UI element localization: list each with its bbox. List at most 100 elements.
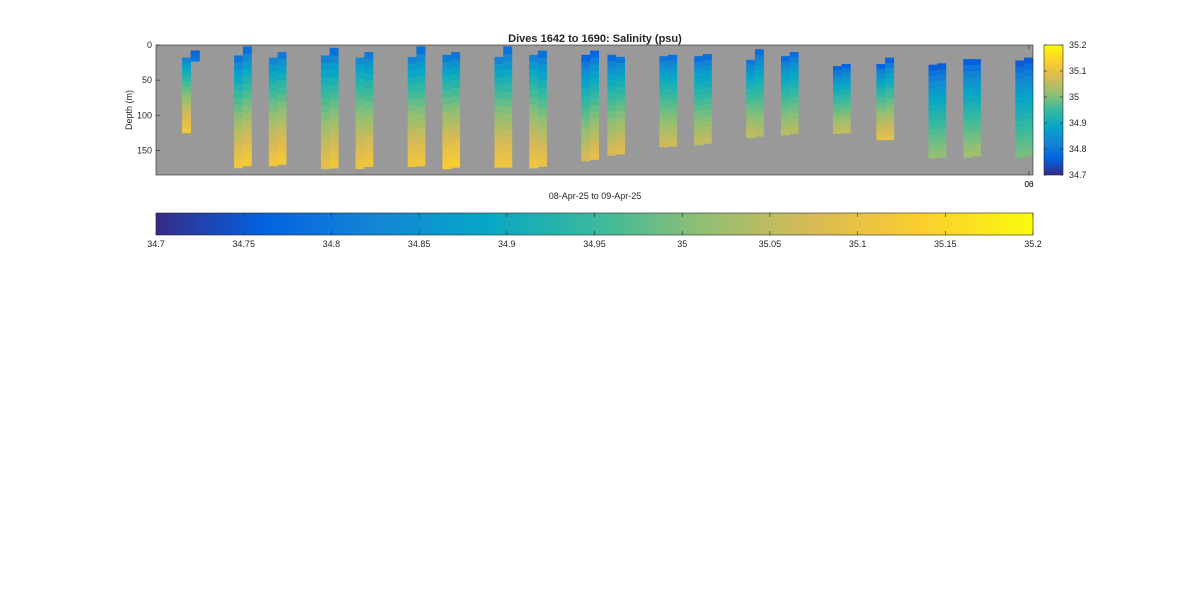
profile-cell: [537, 57, 547, 66]
profile-cell: [1015, 108, 1025, 116]
profile-cell: [702, 70, 712, 77]
profile-cell: [320, 83, 330, 92]
profile-cell: [833, 82, 842, 88]
profile-cell: [746, 93, 756, 100]
profile-cell: [694, 139, 704, 146]
profile-cell: [494, 91, 504, 99]
profile-cell: [841, 119, 851, 125]
profile-cell: [277, 115, 287, 123]
profile-cell: [833, 104, 842, 109]
profile-cell: [451, 80, 461, 89]
profile-cell: [963, 89, 973, 97]
profile-cell: [442, 83, 452, 91]
profile-cell: [702, 93, 712, 100]
bottom-colorbar-tick-label: 35.2: [1024, 239, 1042, 249]
profile-columns: [182, 46, 1033, 170]
profile-cell: [789, 62, 799, 68]
profile-cell: [407, 56, 417, 65]
profile-cell: [668, 123, 678, 130]
profile-cell: [702, 65, 712, 72]
profile-cell: [503, 137, 513, 146]
profile-cell: [451, 95, 461, 103]
profile-cell: [1015, 102, 1025, 110]
profile-cell: [781, 105, 790, 111]
profile-cell: [937, 122, 947, 129]
profile-cell: [242, 128, 252, 137]
profile-cell: [702, 59, 712, 66]
profile-cell: [277, 108, 287, 116]
profile-cell: [234, 69, 244, 77]
profile-cell: [234, 146, 244, 155]
profile-cell: [781, 75, 790, 82]
profile-cell: [442, 140, 452, 148]
profile-cell: [355, 147, 365, 156]
profile-cell: [268, 152, 278, 160]
profile-cell: [494, 153, 504, 161]
profile-cell: [537, 152, 547, 160]
profile-cell: [442, 118, 452, 127]
profile-cell: [928, 123, 938, 130]
profile-cell: [182, 109, 191, 115]
profile-cell: [277, 66, 287, 74]
profile-cell: [781, 66, 790, 72]
profile-cell: [702, 76, 712, 83]
profile-cell: [928, 152, 938, 159]
profile-cell: [268, 138, 278, 146]
profile-cell: [416, 68, 426, 77]
profile-cell: [407, 84, 417, 92]
profile-cell: [355, 161, 365, 169]
profile-cell: [581, 88, 591, 95]
profile-cell: [937, 80, 947, 88]
profile-cell: [659, 67, 669, 74]
profile-cell: [590, 57, 599, 65]
profile-column: [754, 49, 764, 137]
profile-cell: [833, 87, 842, 92]
profile-cell: [1015, 121, 1025, 128]
bottom-colorbar-tick-label: 35.05: [759, 239, 782, 249]
profile-cell: [971, 83, 981, 90]
profile-cell: [789, 108, 799, 114]
profile-cell: [529, 76, 539, 84]
profile-cell: [581, 107, 591, 115]
profile-cell: [277, 157, 287, 165]
profile-cell: [841, 64, 851, 69]
profile-cell: [841, 102, 851, 108]
profile-cell: [928, 70, 938, 77]
profile-cell: [529, 125, 539, 133]
profile-cell: [937, 92, 947, 99]
profile-cell: [537, 50, 547, 59]
profile-cell: [1015, 133, 1025, 140]
profile-cell: [754, 130, 764, 137]
profile-cell: [234, 104, 244, 113]
profile-cell: [694, 122, 704, 129]
profile-cell: [971, 119, 981, 127]
profile-column: [789, 52, 799, 134]
profile-cell: [928, 146, 938, 153]
profile-cell: [616, 81, 625, 88]
profile-cell: [407, 139, 417, 147]
right-colorbar: [1043, 44, 1064, 176]
profile-cell: [885, 62, 895, 69]
profile-column: [607, 54, 617, 156]
profile-column: [329, 47, 339, 169]
profile-cell: [416, 53, 426, 62]
profile-cell: [789, 87, 799, 94]
profile-column: [320, 55, 330, 170]
profile-cell: [885, 109, 895, 115]
y-tick-label: 50: [142, 75, 152, 85]
profile-cell: [329, 55, 339, 64]
profile-cell: [581, 74, 591, 82]
profile-column: [529, 54, 539, 169]
profile-cell: [581, 81, 591, 89]
profile-cell: [590, 71, 599, 79]
profile-cell: [494, 70, 504, 78]
profile-cell: [537, 94, 547, 102]
profile-cell: [833, 95, 842, 101]
profile-cell: [537, 65, 547, 73]
profile-cell: [190, 51, 200, 53]
profile-cell: [659, 107, 669, 114]
profile-cell: [876, 120, 886, 126]
bottom-colorbar-tick-label: 35.1: [849, 239, 867, 249]
profile-cell: [590, 139, 599, 147]
profile-cell: [242, 113, 252, 122]
